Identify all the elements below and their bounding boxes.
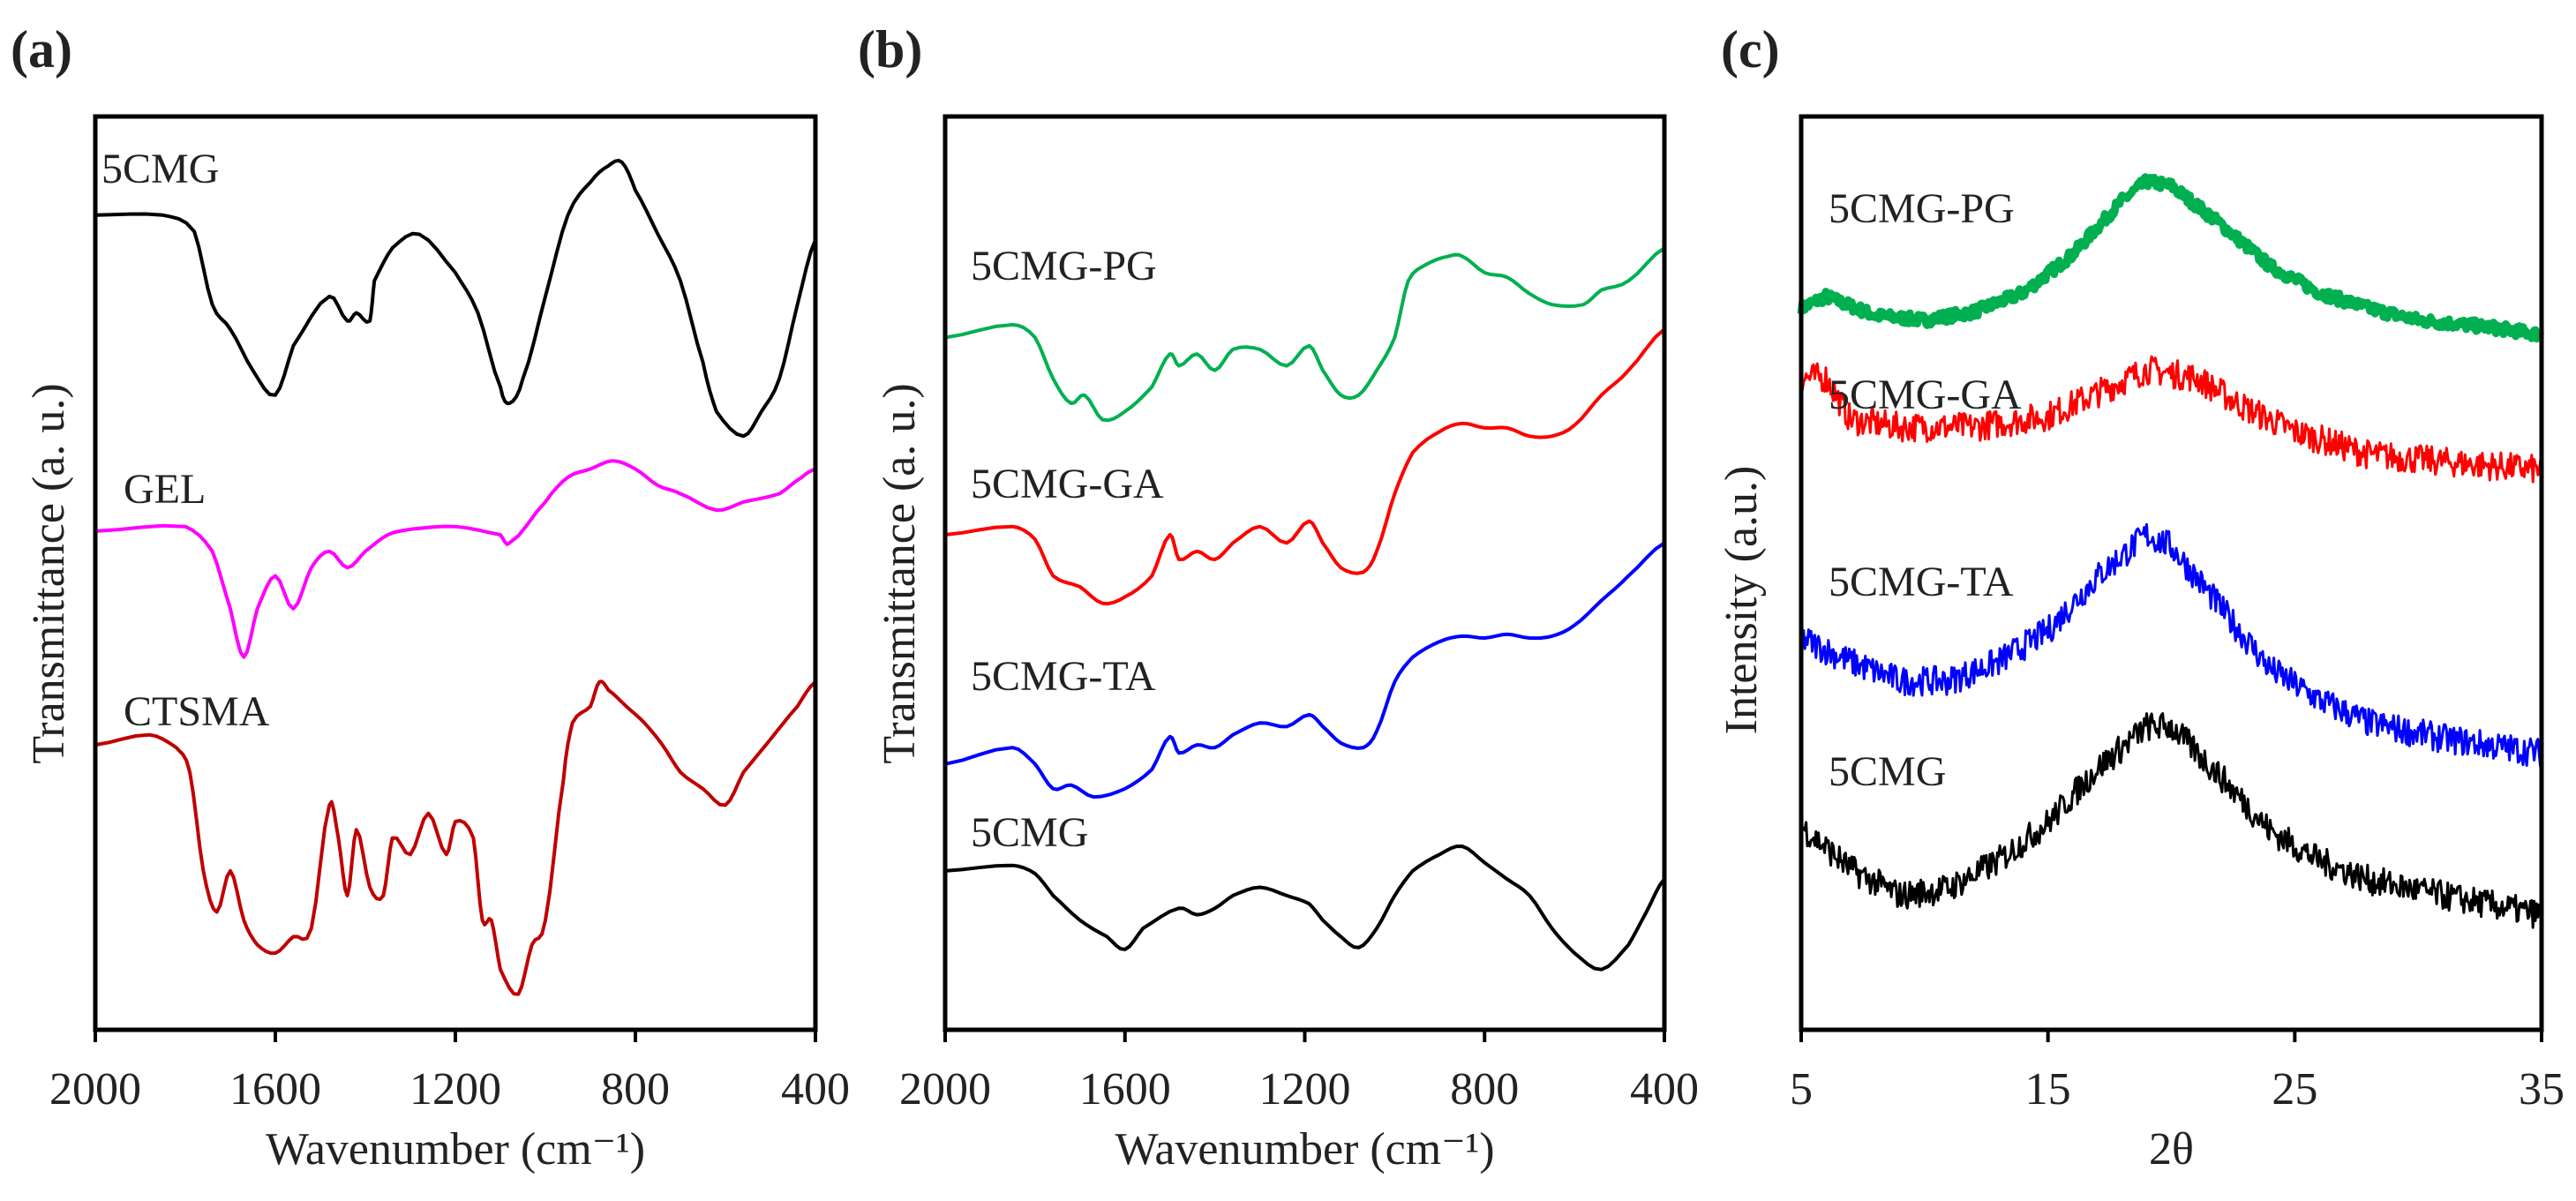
- panel-label: (a): [11, 20, 72, 79]
- x-tick-label: 800: [1450, 1064, 1519, 1115]
- series-label: 5CMG: [101, 146, 219, 192]
- panel-label: (c): [1721, 20, 1780, 79]
- series-line-gel: [94, 459, 816, 659]
- series-line-5cmg-ta: [1800, 522, 2543, 768]
- x-tick-label: 2000: [49, 1064, 141, 1115]
- chart-panel-b: (b) 5CMG-PG 5CMG-GA 5CMG-TA 5CMG 2000 1600 1200…: [858, 20, 1699, 1175]
- y-axis-title: Transmittance (a. u.): [24, 383, 74, 763]
- series-label: 5CMG-TA: [1829, 559, 2014, 605]
- series-label: 5CMG-TA: [971, 653, 1156, 700]
- series-line-5cmg-ta: [944, 541, 1666, 799]
- series-line-5cmg: [1800, 712, 2543, 929]
- x-tick-label: 5: [1790, 1064, 1813, 1115]
- series-label: 5CMG-PG: [1829, 185, 2015, 232]
- chart-panel-c: (c) 5CMG-PG 5CMG-GA 5CMG-TA 5CMG 5 15 25 35 2θ Int…: [1716, 20, 2565, 1175]
- series-line-5cmg: [944, 844, 1666, 972]
- plot-frame: [1799, 114, 2544, 1032]
- series-label: 5CMG-PG: [971, 243, 1157, 289]
- chart-panel-a: (a) 5CMG GEL CTSMA 2000 1600 1200 800 400 Wavenum…: [11, 20, 850, 1175]
- plot-frame: [93, 114, 818, 1032]
- x-axis-title: Wavenumber (cm⁻¹): [266, 1124, 645, 1175]
- series-label: CTSMA: [124, 688, 270, 735]
- series-label: 5CMG: [971, 809, 1088, 856]
- x-tick-label: 35: [2519, 1064, 2565, 1115]
- x-axis-title: Wavenumber (cm⁻¹): [1115, 1124, 1494, 1175]
- series-label: 5CMG-GA: [1829, 372, 2022, 418]
- x-tick-label: 1600: [1079, 1064, 1171, 1115]
- series-line-ctsma: [94, 679, 817, 996]
- x-axis-title: 2θ: [2149, 1124, 2194, 1175]
- x-tick-label: 1200: [409, 1064, 501, 1115]
- series-line-5cmg-ga: [944, 327, 1666, 606]
- x-tick-label: 1600: [229, 1064, 321, 1115]
- series-label: 5CMG-GA: [971, 461, 1164, 507]
- x-tick-label: 15: [2025, 1064, 2071, 1115]
- x-tick-label: 25: [2272, 1064, 2317, 1115]
- series-line-5cmg-ga: [1799, 355, 2543, 484]
- series-line-5cmg-pg: [944, 246, 1666, 423]
- series-label: GEL: [124, 466, 206, 513]
- series-label: 5CMG: [1829, 748, 1946, 795]
- y-axis-title: Transmittance (a. u.): [875, 383, 925, 763]
- x-tick-label: 800: [601, 1064, 670, 1115]
- x-tick-label: 1200: [1259, 1064, 1351, 1115]
- panel-label: (b): [858, 20, 922, 79]
- y-axis-title: Intensity (a.u.): [1716, 466, 1767, 735]
- series-line-5cmg-pg: [1797, 173, 2545, 343]
- x-tick-label: 400: [781, 1064, 850, 1115]
- series-line-5cmg: [94, 158, 817, 439]
- x-tick-label: 2000: [899, 1064, 991, 1115]
- x-tick-label: 400: [1630, 1064, 1699, 1115]
